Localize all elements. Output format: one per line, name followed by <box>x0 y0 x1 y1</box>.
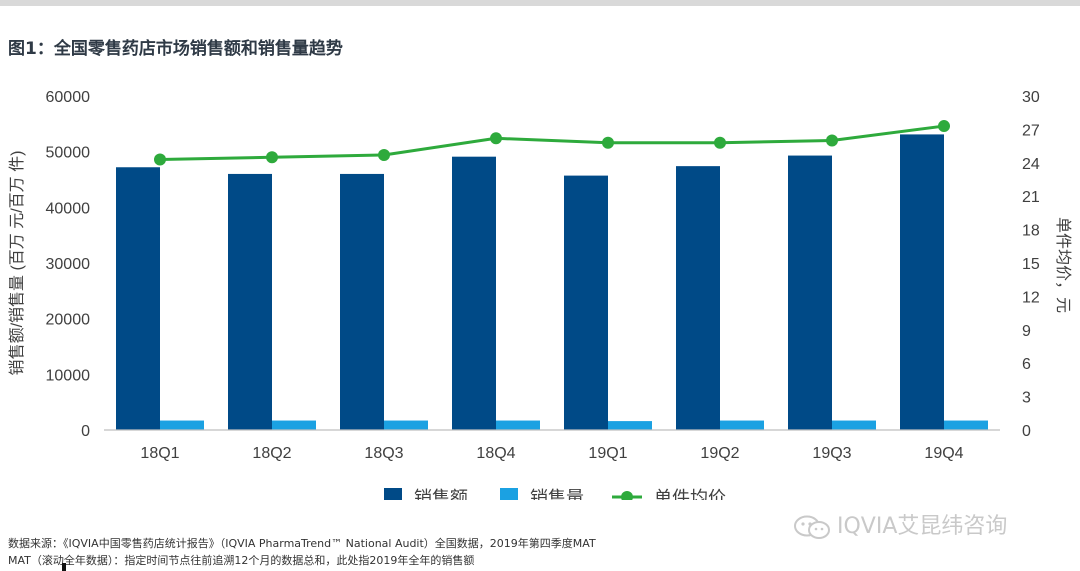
point-unit-price <box>938 120 950 133</box>
y2-tick-label: 0 <box>1022 423 1031 440</box>
x-tick-label: 19Q3 <box>812 445 851 462</box>
watermark-text: IQVIA艾昆纬咨询 <box>837 514 1008 539</box>
legend-label-sales-volume: 销售量 <box>530 488 584 500</box>
wechat-icon <box>794 515 830 539</box>
x-tick-label: 18Q2 <box>252 445 291 462</box>
legend-label-sales-amount: 销售额 <box>414 488 468 500</box>
x-tick-label: 18Q1 <box>140 445 179 462</box>
y2-axis-title: 单件均价，元 <box>1054 217 1072 313</box>
line-unit-price <box>159 124 945 161</box>
y-tick-label: 60000 <box>46 89 91 106</box>
bar-sales-amount <box>228 173 272 430</box>
top-divider-line <box>0 0 1080 6</box>
bar-sales-amount <box>452 156 496 430</box>
y2-tick-label: 3 <box>1022 390 1031 407</box>
y2-tick-label: 12 <box>1022 289 1040 306</box>
legend-marker-unit-price <box>621 491 633 500</box>
x-tick-label: 18Q4 <box>476 445 515 462</box>
bar-sales-amount <box>788 155 832 430</box>
legend-swatch-sales-amount <box>384 488 402 500</box>
point-unit-price <box>826 134 838 147</box>
bar-sales-amount <box>340 173 384 430</box>
point-unit-price <box>378 149 390 162</box>
y-tick-label: 20000 <box>46 312 91 329</box>
point-unit-price <box>154 153 166 166</box>
y2-tick-label: 15 <box>1022 256 1040 273</box>
footer-mat-note: MAT（滚动全年数据）：指定时间节点往前追溯12个月的数据总和，此处指2019年… <box>8 554 475 567</box>
bar-sales-volume <box>720 420 764 430</box>
y2-tick-label: 27 <box>1022 122 1040 139</box>
y2-tick-label: 18 <box>1022 223 1040 240</box>
bar-sales-volume <box>832 420 876 430</box>
bar-sales-amount <box>564 175 608 430</box>
y-axis-title: 销售额/销售量 (百万 元/百万 件) <box>8 151 26 376</box>
x-tick-label: 19Q2 <box>700 445 739 462</box>
y2-tick-label: 30 <box>1022 89 1040 106</box>
bar-sales-amount <box>116 167 160 430</box>
y2-tick-label: 9 <box>1022 323 1031 340</box>
bar-sales-volume <box>608 421 652 430</box>
bar-sales-volume <box>944 420 988 430</box>
watermark: IQVIA艾昆纬咨询 <box>793 508 1007 540</box>
text-cursor-mark <box>62 563 66 571</box>
legend-swatch-sales-volume <box>500 488 518 500</box>
bar-sales-volume <box>384 420 428 430</box>
point-unit-price <box>602 136 614 149</box>
legend-label-unit-price: 单件均价 <box>654 488 726 500</box>
point-unit-price <box>490 132 502 145</box>
point-unit-price <box>266 151 278 164</box>
bar-sales-amount <box>676 166 720 430</box>
y-tick-label: 10000 <box>46 367 91 384</box>
y-tick-label: 30000 <box>46 256 91 273</box>
footer-source-note: 数据来源：《IQVIA中国零售药店统计报告》（IQVIA PharmaTrend… <box>8 537 596 550</box>
chart-area: 0 10000 20000 30000 40000 50000 60000 0 3 6 9 12 15 1… <box>8 89 1072 500</box>
y2-tick-label: 21 <box>1022 189 1040 206</box>
point-unit-price <box>714 136 726 149</box>
x-tick-label: 19Q4 <box>924 445 963 462</box>
y-tick-label: 50000 <box>46 145 91 162</box>
x-tick-label: 18Q3 <box>364 445 403 462</box>
bar-sales-amount <box>900 134 944 430</box>
y-tick-label: 0 <box>81 423 90 440</box>
y2-tick-label: 6 <box>1022 356 1031 373</box>
chart-title: 图1：全国零售药店市场销售额和销售量趋势 <box>8 39 343 59</box>
bar-sales-volume <box>272 420 316 430</box>
x-tick-label: 19Q1 <box>588 445 627 462</box>
y-tick-label: 40000 <box>46 200 91 217</box>
bar-sales-volume <box>160 420 204 430</box>
y2-tick-label: 24 <box>1022 156 1040 173</box>
bar-sales-volume <box>496 420 540 430</box>
